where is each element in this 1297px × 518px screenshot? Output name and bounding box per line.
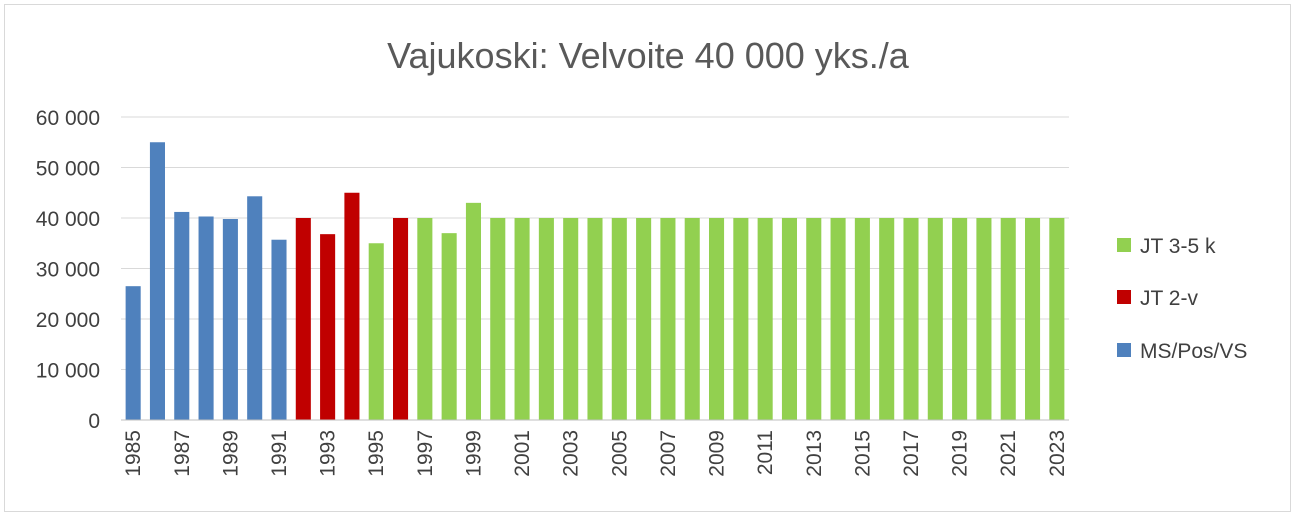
y-tick-label: 0	[88, 410, 100, 433]
x-tick-label: 2015	[851, 430, 874, 477]
bar-2000	[490, 218, 506, 420]
bar-1986	[149, 142, 165, 420]
x-tick-label: 2017	[900, 430, 923, 477]
y-tick-label: 40 000	[36, 208, 100, 231]
bar-2017	[903, 218, 919, 420]
legend-swatch	[1117, 290, 1131, 304]
bar-1989	[222, 219, 238, 420]
bar-1988	[198, 216, 214, 420]
y-tick-label: 10 000	[36, 360, 100, 383]
x-tick-label: 2007	[657, 430, 680, 477]
bar-2010	[733, 218, 749, 420]
legend-label: JT 2-v	[1140, 287, 1198, 310]
bars	[125, 142, 1065, 420]
x-axis-ticks: 1985 1987 1989 1991 1993 1995 1997 1999 2001 2003…	[122, 430, 1069, 477]
x-tick-label: 1991	[268, 430, 291, 477]
bar-2009	[709, 218, 725, 420]
bar-2016	[879, 218, 895, 420]
bar-1985	[125, 286, 141, 420]
bar-1994	[344, 192, 360, 420]
x-tick-label: 2023	[1046, 430, 1069, 477]
y-axis-ticks: 0 10 000 20 000 30 000 40 000 50 000 60 000	[36, 107, 100, 433]
bar-1998	[441, 233, 457, 420]
x-tick-label: 1999	[462, 430, 485, 477]
bar-2003	[563, 218, 579, 420]
bar-1993	[320, 234, 336, 420]
y-tick-label: 20 000	[36, 309, 100, 332]
x-tick-label: 1997	[414, 430, 437, 477]
bar-2002	[538, 218, 554, 420]
bar-2021	[1000, 218, 1016, 420]
x-tick-label: 1995	[365, 430, 388, 477]
x-tick-label: 2005	[608, 430, 631, 477]
bar-2022	[1025, 218, 1041, 420]
bar-1992	[295, 218, 311, 420]
bar-2007	[660, 218, 676, 420]
bar-2011	[757, 218, 773, 420]
x-tick-label: 2011	[754, 430, 777, 475]
y-tick-label: 60 000	[36, 107, 100, 130]
bar-2006	[636, 218, 652, 420]
x-tick-label: 1989	[219, 430, 242, 477]
x-tick-label: 1993	[317, 430, 340, 477]
bar-2018	[927, 218, 943, 420]
bar-2012	[781, 218, 797, 420]
x-tick-label: 2019	[949, 430, 972, 477]
x-tick-label: 1985	[122, 430, 145, 477]
legend-swatch	[1117, 343, 1131, 357]
bar-2005	[611, 218, 627, 420]
legend-label: MS/Pos/VS	[1140, 340, 1247, 363]
bar-1991	[271, 239, 287, 420]
chart-title: Vajukoski: Velvoite 40 000 yks./a	[387, 35, 910, 76]
bar-1996	[393, 218, 409, 420]
bar-1995	[368, 243, 384, 420]
bar-1999	[465, 202, 481, 420]
bar-2008	[684, 218, 700, 420]
legend-label: JT 3-5 k	[1140, 235, 1216, 258]
x-tick-label: 2013	[803, 430, 826, 477]
bar-2004	[587, 218, 603, 420]
bar-2023	[1049, 218, 1065, 420]
bar-2001	[514, 218, 530, 420]
bar-2015	[854, 218, 870, 420]
y-tick-label: 30 000	[36, 259, 100, 282]
bar-1990	[247, 196, 263, 420]
x-tick-label: 2021	[997, 430, 1020, 477]
x-tick-label: 2003	[560, 430, 583, 477]
bar-2019	[952, 218, 968, 420]
x-tick-label: 1987	[171, 430, 194, 477]
legend: JT 3-5 k JT 2-v MS/Pos/VS	[1117, 235, 1247, 363]
bar-1987	[174, 211, 190, 420]
x-tick-label: 2009	[706, 430, 729, 477]
x-tick-label: 2001	[511, 430, 534, 477]
bar-2020	[976, 218, 992, 420]
bar-2013	[806, 218, 822, 420]
bar-2014	[830, 218, 846, 420]
y-tick-label: 50 000	[36, 158, 100, 181]
bar-1997	[417, 218, 433, 420]
legend-swatch	[1117, 238, 1131, 252]
